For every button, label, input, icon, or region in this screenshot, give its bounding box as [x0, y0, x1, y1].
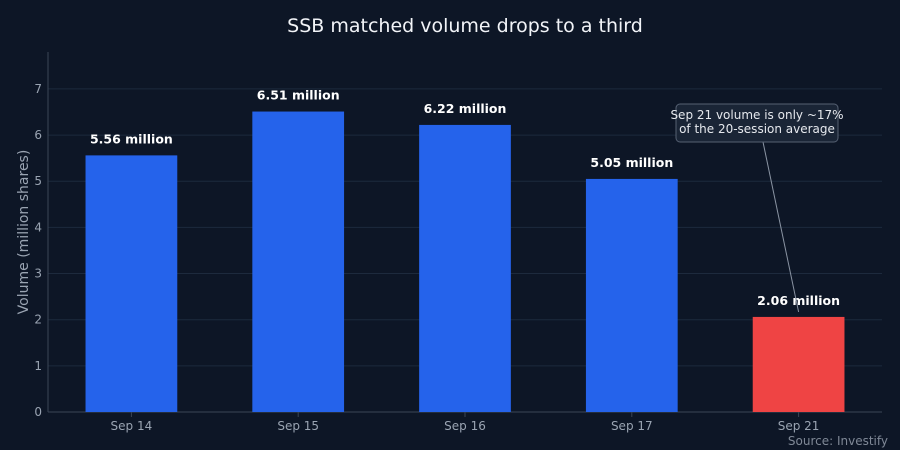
bar — [252, 111, 345, 413]
bar — [752, 316, 845, 412]
bar — [85, 155, 178, 412]
annotation-arrow — [762, 141, 800, 313]
y-tick-label: 1 — [34, 359, 42, 373]
y-axis-label: Volume (million shares) — [16, 150, 32, 315]
x-tick-label: Sep 15 — [277, 419, 319, 433]
y-tick-label: 7 — [34, 82, 42, 96]
y-tick-label: 4 — [34, 220, 42, 234]
data-label: 6.51 million — [257, 88, 340, 103]
bar — [585, 178, 678, 412]
x-tick-label: Sep 14 — [111, 419, 153, 433]
annotation-box — [675, 103, 839, 143]
annotation-text: Sep 21 volume is only ~17% — [670, 108, 843, 122]
y-tick-label: 2 — [34, 313, 42, 327]
bar — [419, 124, 511, 412]
source-note: Source: Investify — [788, 434, 888, 448]
y-axis-ticks: 0 1 2 3 4 5 6 7 — [34, 82, 42, 419]
annotation-text: of the 20-session average — [679, 122, 835, 136]
y-tick-label: 6 — [34, 128, 42, 142]
x-tick-label: Sep 16 — [444, 419, 486, 433]
x-axis-ticks: Sep 14 Sep 15 Sep 16 Sep 17 Sep 21 — [111, 412, 820, 433]
x-tick-label: Sep 21 — [778, 419, 820, 433]
data-labels: 5.56 million 6.51 million 6.22 million 5.05… — [90, 88, 840, 308]
chart-title: SSB matched volume drops to a third — [287, 15, 643, 37]
y-tick-label: 0 — [34, 405, 42, 419]
x-tick-label: Sep 17 — [611, 419, 653, 433]
data-label: 5.56 million — [90, 131, 173, 146]
bars — [85, 111, 845, 413]
y-tick-label: 5 — [34, 174, 42, 188]
annotation: Sep 21 volume is only ~17%of the 20-sess… — [670, 103, 844, 313]
data-label: 5.05 million — [590, 155, 673, 170]
data-label: 6.22 million — [424, 101, 507, 116]
data-label: 2.06 million — [757, 293, 840, 308]
y-tick-label: 3 — [34, 267, 42, 281]
